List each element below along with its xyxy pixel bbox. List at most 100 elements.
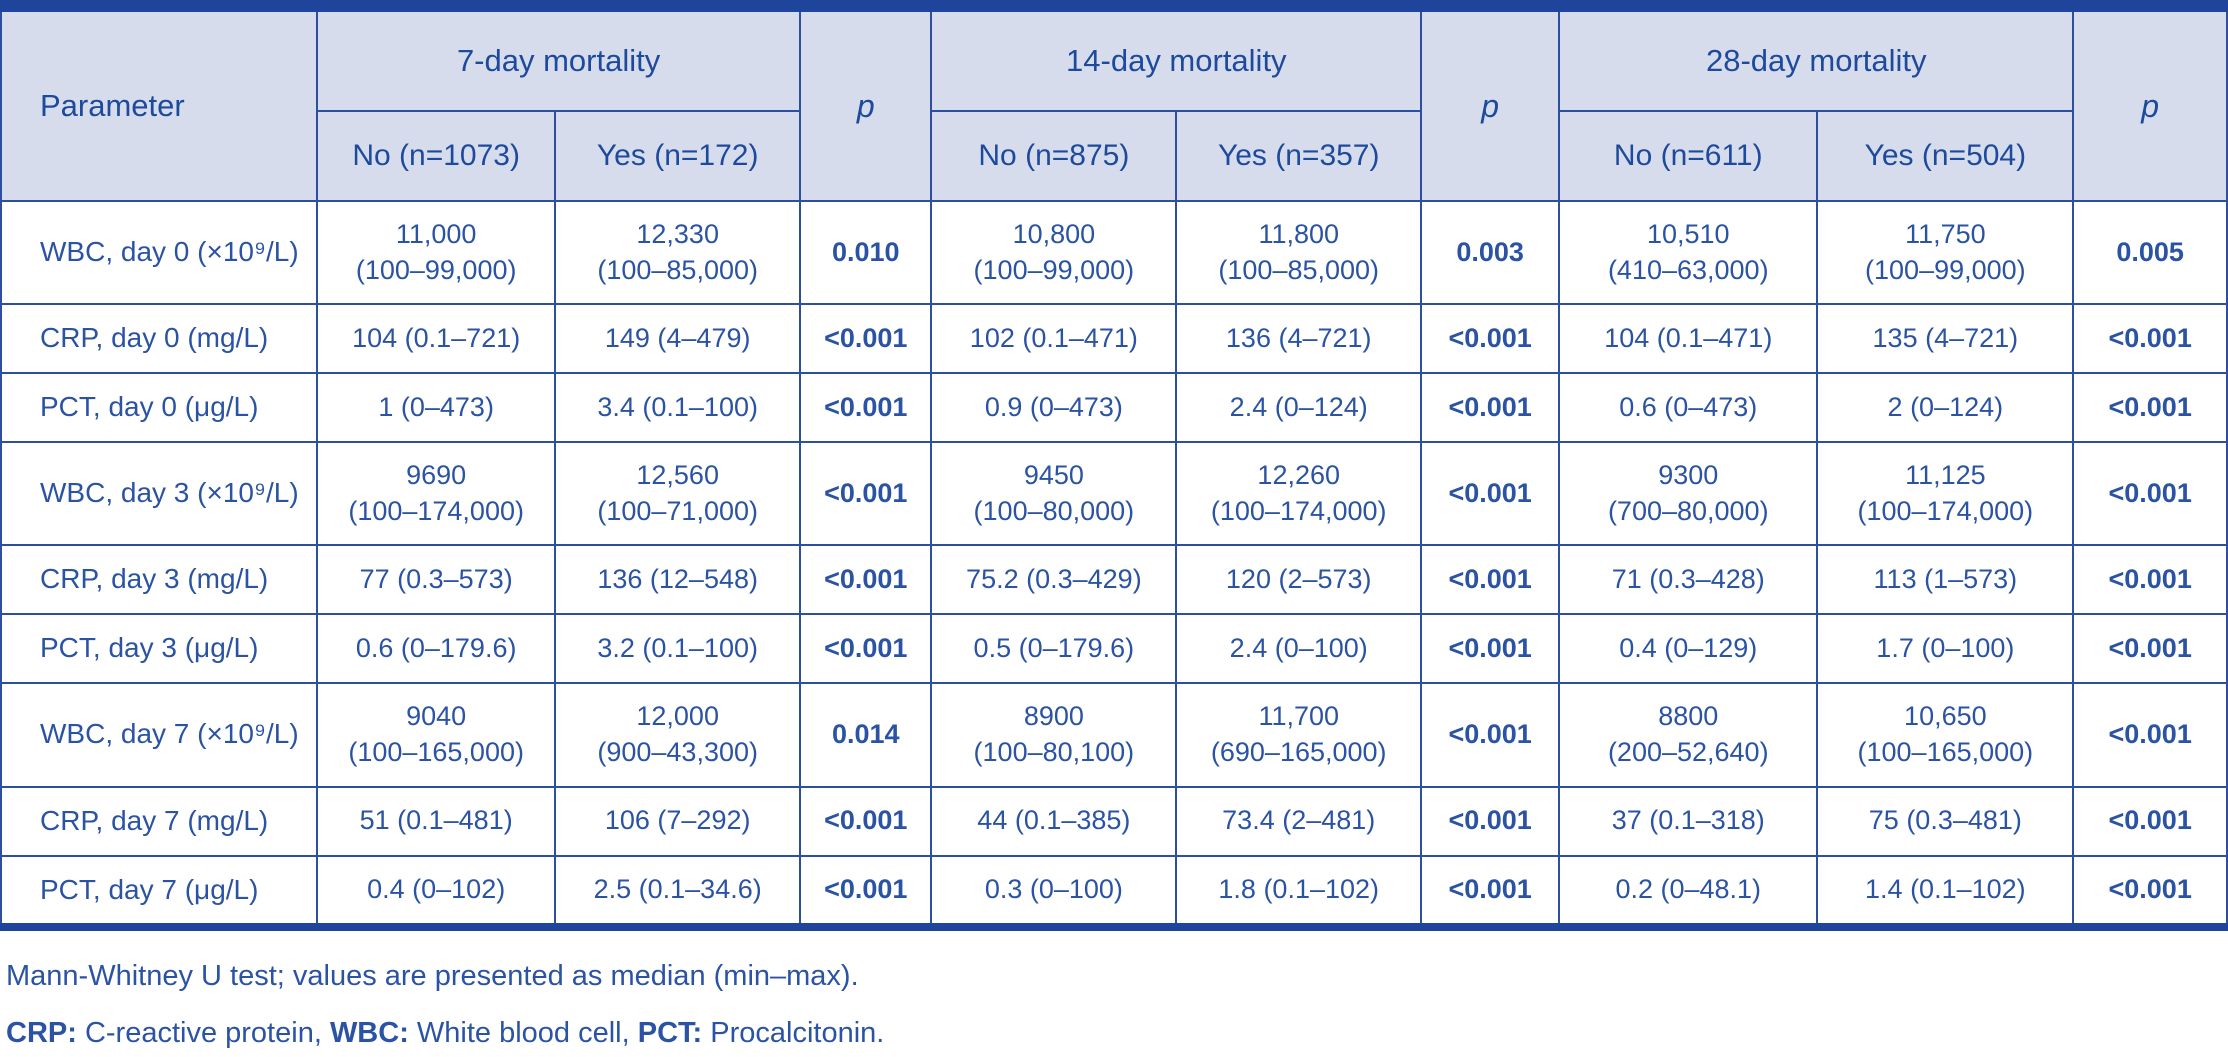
p-value-cell: <0.001 [1420,785,1561,857]
value-cell: 11,700 (690–165,000) [1175,682,1423,788]
value-cell: 2.4 (0–100) [1175,613,1423,685]
value-cell: 1.7 (0–100) [1816,613,2075,685]
value-cell: 113 (1–573) [1816,544,2075,616]
value-cell: 9450 (100–80,000) [930,441,1178,547]
value-cell: 1.4 (0.1–102) [1816,854,2075,929]
abbr-pct-text: Procalcitonin. [702,1016,885,1049]
subheader-7day-yes: Yes (n=172) [554,110,802,202]
subheader-28day-yes: Yes (n=504) [1816,110,2075,202]
value-cell: 1.8 (0.1–102) [1175,854,1423,929]
group-header-14day: 14-day mortality [930,5,1423,112]
parameter-cell: CRP, day 0 (mg/L) [0,303,319,375]
value-cell: 11,000 (100–99,000) [316,199,557,306]
p-column-header-7day: p [799,5,933,202]
value-cell: 10,510 (410–63,000) [1558,199,1819,306]
abbr-crp-label: CRP: [6,1016,77,1049]
p-value-cell: <0.001 [1420,303,1561,375]
abbr-wbc-label: WBC: [329,1016,409,1049]
value-cell: 73.4 (2–481) [1175,785,1423,857]
value-cell: 12,560 (100–71,000) [554,441,802,547]
p-value-cell: <0.001 [1420,441,1561,547]
parameter-column-header: Parameter [0,5,319,202]
p-value-cell: <0.001 [799,785,933,857]
value-cell: 51 (0.1–481) [316,785,557,857]
subheader-14day-no: No (n=875) [930,110,1178,202]
subheader-28day-no: No (n=611) [1558,110,1819,202]
p-value-cell: 0.014 [799,682,933,788]
value-cell: 12,260 (100–174,000) [1175,441,1423,547]
value-cell: 11,800 (100–85,000) [1175,199,1423,306]
subheader-14day-yes: Yes (n=357) [1175,110,1423,202]
parameter-cell: CRP, day 3 (mg/L) [0,544,319,616]
group-header-7day: 7-day mortality [316,5,802,112]
p-value-cell: <0.001 [2072,785,2228,857]
table-header: Parameter 7-day mortality p 14-day morta… [0,5,2228,202]
header-sub-row: No (n=1073) Yes (n=172) No (n=875) Yes (… [1,110,2227,202]
value-cell: 1 (0–473) [316,372,557,444]
value-cell: 8800 (200–52,640) [1558,682,1819,788]
value-cell: 3.4 (0.1–100) [554,372,802,444]
value-cell: 0.5 (0–179.6) [930,613,1178,685]
p-column-header-14day: p [1420,5,1561,202]
value-cell: 2.4 (0–124) [1175,372,1423,444]
p-value-cell: <0.001 [2072,372,2228,444]
table-row: PCT, day 0 (μg/L) 1 (0–473) 3.4 (0.1–100) <… [0,372,2228,444]
value-cell: 2 (0–124) [1816,372,2075,444]
value-cell: 37 (0.1–318) [1558,785,1819,857]
value-cell: 75.2 (0.3–429) [930,544,1178,616]
parameter-cell: PCT, day 3 (μg/L) [0,613,319,685]
p-value-cell: <0.001 [799,854,933,929]
value-cell: 11,125 (100–174,000) [1816,441,2075,547]
p-value-cell: <0.001 [799,441,933,547]
p-value-cell: <0.001 [2072,303,2228,375]
mortality-table: Parameter 7-day mortality p 14-day morta… [0,0,2228,932]
value-cell: 2.5 (0.1–34.6) [554,854,802,929]
value-cell: 0.2 (0–48.1) [1558,854,1819,929]
value-cell: 104 (0.1–471) [1558,303,1819,375]
value-cell: 12,000 (900–43,300) [554,682,802,788]
value-cell: 9040 (100–165,000) [316,682,557,788]
value-cell: 136 (4–721) [1175,303,1423,375]
p-value-cell: <0.001 [1420,544,1561,616]
parameter-cell: WBC, day 7 (×10⁹/L) [0,682,319,788]
table-row: WBC, day 7 (×10⁹/L) 9040 (100–165,000) 12,… [0,682,2228,788]
value-cell: 0.6 (0–473) [1558,372,1819,444]
value-cell: 12,330 (100–85,000) [554,199,802,306]
p-value-cell: <0.001 [1420,682,1561,788]
p-value-cell: <0.001 [2072,682,2228,788]
p-value-cell: <0.001 [2072,854,2228,929]
value-cell: 44 (0.1–385) [930,785,1178,857]
table-row: CRP, day 3 (mg/L) 77 (0.3–573) 136 (12–548… [0,544,2228,616]
p-value-cell: <0.001 [2072,544,2228,616]
value-cell: 71 (0.3–428) [1558,544,1819,616]
value-cell: 9690 (100–174,000) [316,441,557,547]
p-value-cell: <0.001 [2072,441,2228,547]
value-cell: 10,800 (100–99,000) [930,199,1178,306]
p-value-cell: <0.001 [2072,613,2228,685]
value-cell: 0.9 (0–473) [930,372,1178,444]
value-cell: 8900 (100–80,100) [930,682,1178,788]
value-cell: 135 (4–721) [1816,303,2075,375]
table-row: PCT, day 3 (μg/L) 0.6 (0–179.6) 3.2 (0.1–1… [0,613,2228,685]
value-cell: 10,650 (100–165,000) [1816,682,2075,788]
parameter-cell: CRP, day 7 (mg/L) [0,785,319,857]
abbr-crp-text: C-reactive protein, [76,1016,330,1049]
value-cell: 0.3 (0–100) [930,854,1178,929]
value-cell: 77 (0.3–573) [316,544,557,616]
value-cell: 75 (0.3–481) [1816,785,2075,857]
p-value-cell: <0.001 [1420,613,1561,685]
parameter-cell: PCT, day 0 (μg/L) [0,372,319,444]
value-cell: 0.4 (0–129) [1558,613,1819,685]
p-column-header-28day: p [2072,5,2228,202]
abbr-pct-label: PCT: [637,1016,703,1049]
value-cell: 9300 (700–80,000) [1558,441,1819,547]
parameter-cell: WBC, day 0 (×10⁹/L) [0,199,319,306]
p-value-cell: <0.001 [799,613,933,685]
value-cell: 3.2 (0.1–100) [554,613,802,685]
subheader-7day-no: No (n=1073) [316,110,557,202]
value-cell: 11,750 (100–99,000) [1816,199,2075,306]
footnotes: Mann-Whitney U test; values are presente… [6,957,2228,1052]
value-cell: 0.4 (0–102) [316,854,557,929]
table-row: CRP, day 7 (mg/L) 51 (0.1–481) 106 (7–292)… [0,785,2228,857]
